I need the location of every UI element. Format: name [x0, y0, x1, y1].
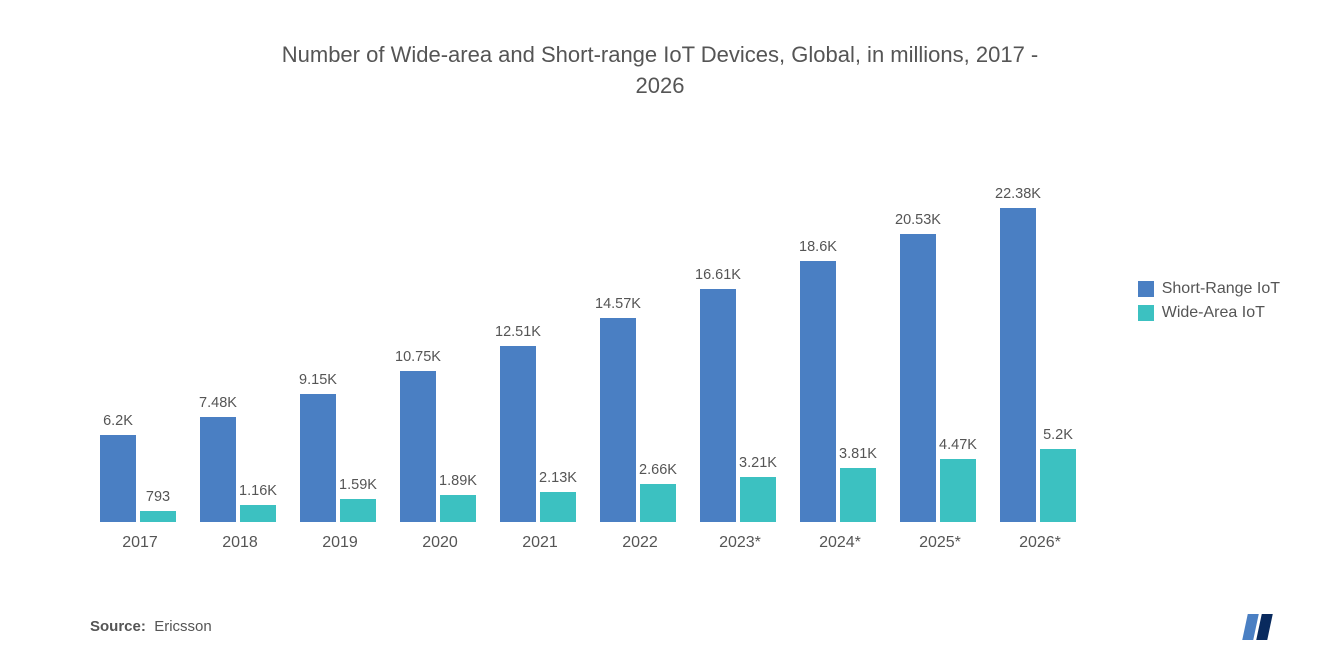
bar-label-wide: 2.66K: [628, 462, 688, 478]
x-tick-label: 2025*: [890, 534, 990, 552]
bar-wide: [140, 511, 176, 522]
bar-short: [600, 318, 636, 522]
source-label: Source:: [90, 618, 146, 635]
bar-label-wide: 1.59K: [328, 477, 388, 493]
bar-label-short: 6.2K: [88, 413, 148, 429]
bar-label-wide: 793: [128, 489, 188, 505]
bar-wide: [940, 459, 976, 522]
bar-short: [1000, 208, 1036, 521]
bar-label-wide: 3.81K: [828, 446, 888, 462]
bar-wide: [640, 484, 676, 521]
bar-label-short: 7.48K: [188, 395, 248, 411]
bar-label-short: 10.75K: [388, 349, 448, 365]
x-tick-label: 2021: [490, 534, 590, 552]
bar-short: [100, 435, 136, 522]
legend-item-wide: Wide-Area IoT: [1138, 304, 1280, 322]
chart-title: Number of Wide-area and Short-range IoT …: [280, 40, 1040, 102]
bar-wide: [840, 468, 876, 521]
x-tick-label: 2026*: [990, 534, 1090, 552]
logo-bar-2: [1256, 614, 1273, 640]
legend-item-short: Short-Range IoT: [1138, 280, 1280, 298]
legend: Short-Range IoT Wide-Area IoT: [1138, 280, 1280, 328]
bar-wide: [740, 477, 776, 522]
chart-area: 6.2K 793 7.48K 1.16K 9.15K 1.59K 10.75K 1.89K 12…: [90, 132, 1090, 562]
legend-swatch-short: [1138, 281, 1154, 297]
bar-short: [800, 261, 836, 521]
source-value: Ericsson: [154, 618, 212, 635]
legend-label-wide: Wide-Area IoT: [1162, 304, 1265, 322]
x-tick-label: 2017: [90, 534, 190, 552]
plot-region: 6.2K 793 7.48K 1.16K 9.15K 1.59K 10.75K 1.89K 12…: [90, 172, 1090, 522]
x-tick-label: 2018: [190, 534, 290, 552]
bar-wide: [340, 499, 376, 521]
x-tick-label: 2024*: [790, 534, 890, 552]
legend-swatch-wide: [1138, 305, 1154, 321]
bar-label-wide: 1.16K: [228, 483, 288, 499]
bar-short: [900, 234, 936, 521]
bar-label-short: 16.61K: [688, 267, 748, 283]
bar-label-short: 14.57K: [588, 296, 648, 312]
x-tick-label: 2022: [590, 534, 690, 552]
bar-label-wide: 5.2K: [1028, 427, 1088, 443]
chart-container: Number of Wide-area and Short-range IoT …: [0, 0, 1320, 665]
bar-short: [400, 371, 436, 522]
bar-wide: [240, 505, 276, 521]
bar-short: [300, 394, 336, 522]
source-citation: Source: Ericsson: [90, 618, 212, 635]
bar-label-wide: 4.47K: [928, 437, 988, 453]
bar-wide: [440, 495, 476, 521]
bar-label-short: 12.51K: [488, 324, 548, 340]
bar-label-short: 20.53K: [888, 212, 948, 228]
bar-short: [700, 289, 736, 522]
bar-label-wide: 3.21K: [728, 455, 788, 471]
bar-short: [200, 417, 236, 522]
x-tick-label: 2023*: [690, 534, 790, 552]
x-tick-label: 2020: [390, 534, 490, 552]
brand-logo: [1245, 614, 1270, 640]
bar-wide: [540, 492, 576, 522]
bar-label-short: 9.15K: [288, 372, 348, 388]
bar-wide: [1040, 449, 1076, 522]
x-tick-label: 2019: [290, 534, 390, 552]
bar-label-wide: 1.89K: [428, 473, 488, 489]
bar-label-wide: 2.13K: [528, 470, 588, 486]
bar-label-short: 22.38K: [988, 186, 1048, 202]
bar-short: [500, 346, 536, 521]
legend-label-short: Short-Range IoT: [1162, 280, 1280, 298]
bar-label-short: 18.6K: [788, 239, 848, 255]
